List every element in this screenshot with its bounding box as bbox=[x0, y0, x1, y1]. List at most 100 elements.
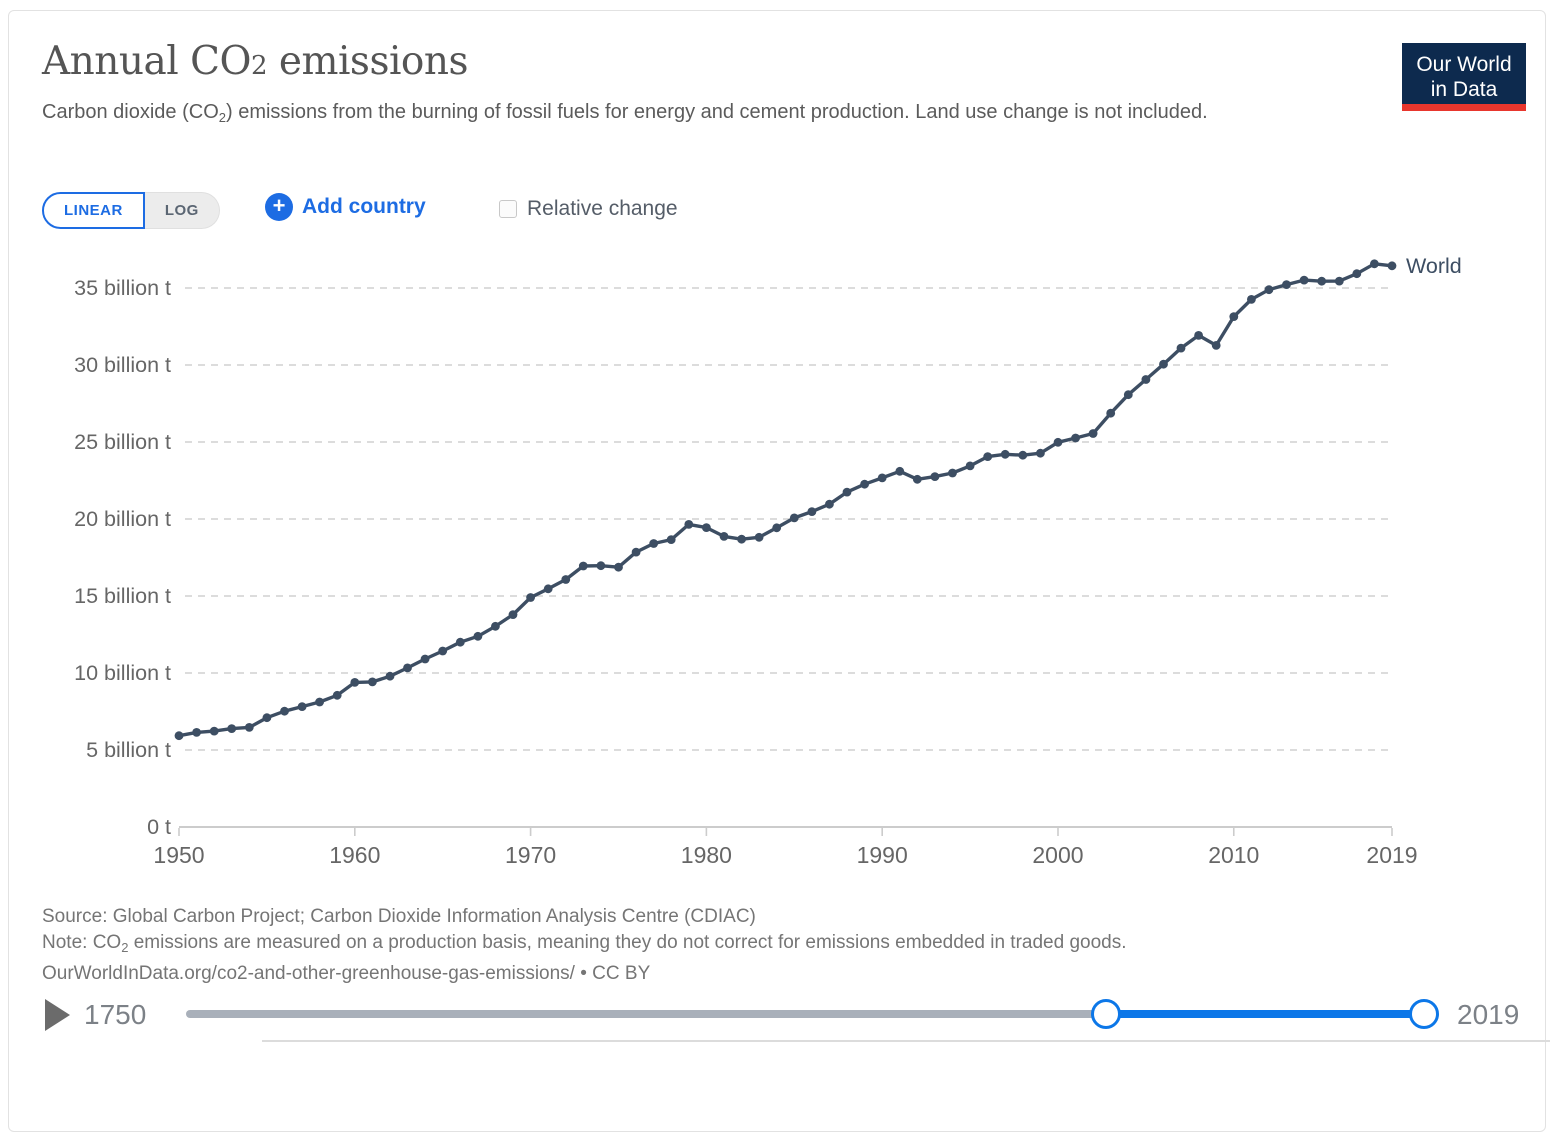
data-point[interactable] bbox=[1334, 276, 1344, 286]
data-point[interactable] bbox=[807, 507, 817, 516]
data-point[interactable] bbox=[526, 593, 535, 602]
plus-icon: + bbox=[265, 193, 293, 221]
data-point[interactable] bbox=[174, 731, 184, 741]
x-axis-tick-label: 2019 bbox=[1366, 842, 1417, 868]
data-point[interactable] bbox=[702, 523, 711, 532]
data-point[interactable] bbox=[1159, 359, 1168, 369]
data-point[interactable] bbox=[209, 726, 219, 736]
logo-red-bar bbox=[1402, 104, 1526, 111]
data-point[interactable] bbox=[1141, 375, 1151, 384]
data-point[interactable] bbox=[280, 706, 289, 716]
data-point[interactable] bbox=[1229, 312, 1239, 321]
data-point[interactable] bbox=[1018, 450, 1028, 460]
data-point[interactable] bbox=[614, 562, 623, 572]
y-axis-tick-label: 35 billion t bbox=[74, 276, 171, 300]
chart-plot-area[interactable]: 0 t 5 billion t 10 billion t 15 billion t 20… bbox=[9, 11, 1550, 1049]
y-axis-tick-label: 20 billion t bbox=[74, 507, 171, 531]
url-line[interactable]: OurWorldInData.org/co2-and-other-greenho… bbox=[42, 963, 651, 984]
data-point[interactable] bbox=[578, 561, 588, 571]
data-point[interactable] bbox=[719, 532, 729, 541]
timeline-end-year[interactable]: 2019 bbox=[1457, 999, 1520, 1030]
data-point[interactable] bbox=[772, 523, 782, 533]
series-end-label[interactable]: World bbox=[1406, 254, 1462, 278]
data-point[interactable] bbox=[1299, 275, 1309, 285]
data-point[interactable] bbox=[842, 487, 852, 497]
data-point[interactable] bbox=[965, 461, 975, 471]
data-point[interactable] bbox=[649, 539, 659, 548]
data-point[interactable] bbox=[789, 513, 799, 523]
data-point[interactable] bbox=[754, 532, 764, 542]
chart-subtitle: Carbon dioxide (CO2) emissions from the … bbox=[42, 97, 1252, 133]
data-point[interactable] bbox=[912, 474, 922, 484]
data-point[interactable] bbox=[455, 637, 465, 647]
data-point[interactable] bbox=[1387, 261, 1397, 271]
data-point[interactable] bbox=[1123, 390, 1133, 400]
data-point[interactable] bbox=[244, 723, 254, 732]
log-scale-button[interactable]: LOG bbox=[144, 192, 220, 229]
data-point[interactable] bbox=[1071, 433, 1080, 443]
data-point[interactable] bbox=[1088, 429, 1098, 438]
data-point[interactable] bbox=[491, 621, 500, 631]
add-country-button[interactable]: + Add country bbox=[265, 193, 426, 221]
data-point[interactable] bbox=[561, 575, 571, 584]
data-point[interactable] bbox=[192, 728, 202, 737]
x-axis-tick-label: 1960 bbox=[329, 842, 380, 868]
relative-change-toggle[interactable]: Relative change bbox=[499, 197, 678, 221]
chart-frame: Annual CO2 emissions Carbon dioxide (CO2… bbox=[8, 10, 1550, 1132]
data-point[interactable] bbox=[1000, 449, 1010, 459]
data-point[interactable] bbox=[368, 677, 377, 687]
title-text-2: emissions bbox=[267, 39, 469, 84]
timeline-start-year[interactable]: 1750 bbox=[84, 999, 147, 1030]
data-point[interactable] bbox=[1053, 437, 1063, 447]
data-point[interactable] bbox=[631, 547, 641, 557]
data-point[interactable] bbox=[983, 452, 993, 461]
data-point[interactable] bbox=[438, 646, 448, 656]
timeline-active-range[interactable] bbox=[1106, 1010, 1424, 1018]
data-point[interactable] bbox=[315, 697, 324, 707]
data-point[interactable] bbox=[473, 631, 483, 641]
note-text-2: emissions are measured on a production b… bbox=[128, 932, 1127, 953]
data-point[interactable] bbox=[948, 468, 957, 478]
data-point[interactable] bbox=[1370, 259, 1379, 269]
data-point[interactable] bbox=[385, 671, 395, 681]
data-point[interactable] bbox=[877, 473, 887, 483]
data-point[interactable] bbox=[543, 584, 553, 594]
data-point[interactable] bbox=[420, 654, 430, 664]
data-point[interactable] bbox=[1247, 295, 1256, 304]
timeline-track[interactable] bbox=[186, 1010, 1424, 1018]
timeline-handle-end[interactable] bbox=[1409, 999, 1439, 1029]
data-point[interactable] bbox=[1282, 280, 1291, 289]
relative-change-checkbox[interactable] bbox=[499, 200, 517, 218]
data-point[interactable] bbox=[1194, 331, 1203, 340]
data-point[interactable] bbox=[1264, 285, 1274, 295]
data-point[interactable] bbox=[1317, 276, 1327, 286]
data-point[interactable] bbox=[930, 472, 940, 481]
data-point[interactable] bbox=[1176, 343, 1186, 353]
x-axis-tick-label: 2010 bbox=[1208, 842, 1259, 868]
data-point[interactable] bbox=[684, 520, 694, 529]
data-point[interactable] bbox=[350, 678, 360, 687]
data-point[interactable] bbox=[895, 466, 905, 476]
play-icon[interactable] bbox=[45, 999, 70, 1031]
data-point[interactable] bbox=[737, 534, 746, 544]
data-point[interactable] bbox=[1036, 448, 1045, 458]
linear-scale-button[interactable]: LINEAR bbox=[42, 192, 145, 229]
data-point[interactable] bbox=[297, 702, 307, 711]
data-point[interactable] bbox=[262, 713, 272, 723]
data-point[interactable] bbox=[1352, 269, 1362, 279]
owid-logo: Our World in Data bbox=[1402, 43, 1526, 111]
source-line[interactable]: Source: Global Carbon Project; Carbon Di… bbox=[42, 906, 756, 927]
data-point[interactable] bbox=[403, 663, 412, 673]
data-point[interactable] bbox=[332, 690, 342, 700]
y-axis-tick-label: 30 billion t bbox=[74, 353, 171, 377]
timeline-handle-start[interactable] bbox=[1091, 999, 1121, 1029]
emissions-line[interactable] bbox=[177, 262, 1394, 738]
data-point[interactable] bbox=[1106, 408, 1116, 418]
data-point[interactable] bbox=[508, 610, 518, 619]
data-point[interactable] bbox=[596, 561, 606, 571]
data-point[interactable] bbox=[666, 535, 676, 544]
data-point[interactable] bbox=[860, 479, 869, 489]
data-point[interactable] bbox=[825, 499, 834, 509]
data-point[interactable] bbox=[1211, 341, 1221, 350]
data-point[interactable] bbox=[227, 724, 237, 733]
